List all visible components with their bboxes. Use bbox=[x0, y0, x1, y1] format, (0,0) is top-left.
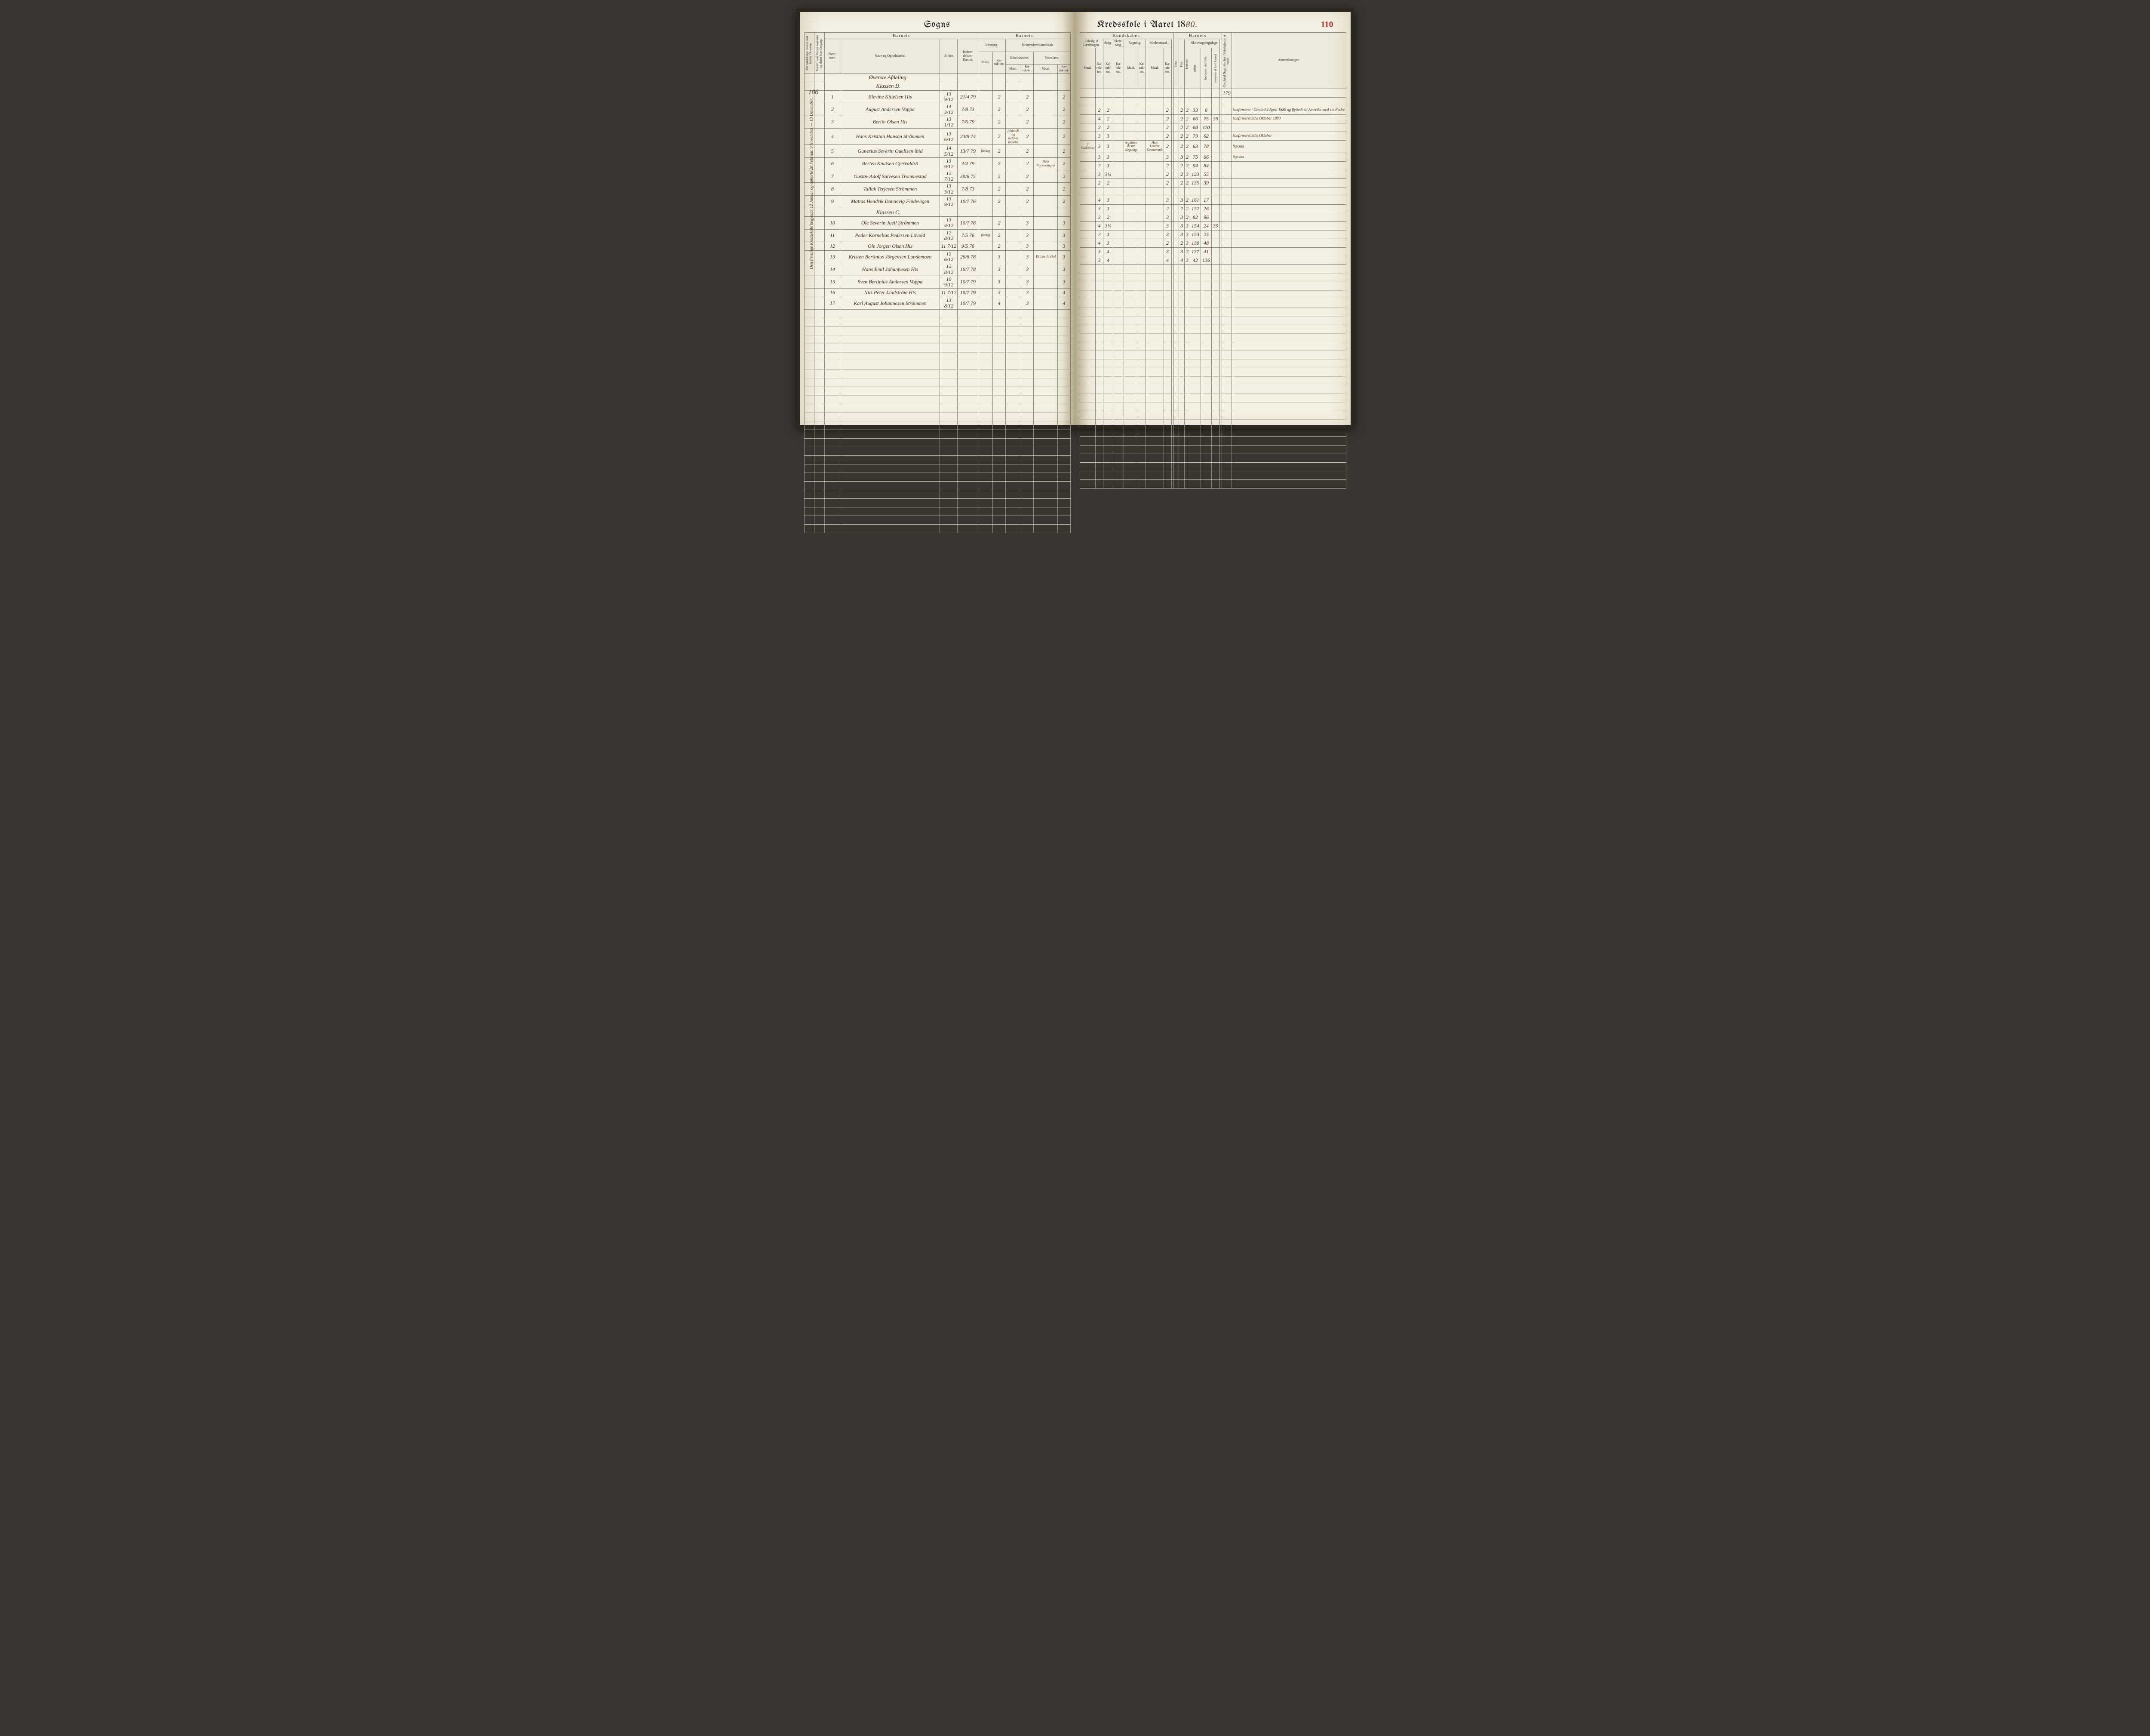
col-mod-kar: Ka-rak-ter. bbox=[1164, 48, 1171, 89]
ledger-table-left: Det Antal Dage, Skolen skal holdes i Kre… bbox=[804, 32, 1071, 533]
right-title-text: Kredsskole i Aaret 18 bbox=[1097, 20, 1186, 30]
col-indtr: Indtræ-delses-Datum. bbox=[958, 39, 978, 74]
margin-number: 186 bbox=[808, 89, 819, 96]
col-nummer: Num-mer. bbox=[825, 39, 840, 74]
col-modte: mödte. bbox=[1190, 48, 1201, 89]
col-skolesog: Skolesøgningsdage. bbox=[1190, 39, 1219, 48]
group-barnets-r: Barnets bbox=[1173, 33, 1222, 39]
col-laesning: Læsning. bbox=[978, 39, 1005, 52]
col-udvalg: Udvalg af Læsebogen. bbox=[1080, 39, 1103, 48]
col-antal-r: Det Antal Dage, Sko-len i Virkeligheden … bbox=[1222, 33, 1232, 89]
group-kundskaber: Kundskaber. bbox=[1080, 33, 1173, 39]
ledger-book: Sogns 186 Den frivillige Kredsskole begy… bbox=[796, 9, 1354, 428]
col-sang: Sang. bbox=[1103, 39, 1113, 48]
col-kristendom: Kristendomskundskab. bbox=[1005, 39, 1070, 52]
col-bibel: Bibelhistorie. bbox=[1005, 52, 1034, 65]
col-moders: Modersmaal. bbox=[1146, 39, 1171, 48]
col-troes-maal: Maal. bbox=[1034, 65, 1058, 74]
col-troes-kar: Ka-rak-ter. bbox=[1058, 65, 1070, 74]
col-skriv: Skriv-ning. bbox=[1113, 39, 1124, 48]
col-reg-kar: Ka-rak-ter. bbox=[1138, 48, 1146, 89]
right-title: Kredsskole i Aaret 1880. bbox=[1075, 20, 1351, 30]
col-fors1: forsömte i det Hele. bbox=[1201, 48, 1211, 89]
col-forhold: Forhold. bbox=[1185, 39, 1190, 89]
col-udv-maal: Maal. bbox=[1080, 48, 1096, 89]
year-suffix: 80. bbox=[1186, 20, 1198, 29]
col-bibel-maal: Maal. bbox=[1005, 65, 1021, 74]
col-regning: Regning. bbox=[1124, 39, 1146, 48]
right-page: 110 Kredsskole i Aaret 1880. Kundskaber.… bbox=[1075, 12, 1351, 425]
group-barnets2: Barnets bbox=[978, 33, 1070, 39]
col-udv-kar: Ka-rak-ter. bbox=[1096, 48, 1103, 89]
col-evne: Evne. bbox=[1173, 39, 1179, 89]
side-annotation: Den frivillige Kredsskole begyndte 12 Ja… bbox=[809, 98, 814, 269]
col-troes: Troeslære. bbox=[1034, 52, 1070, 65]
col-bibel-kar: Ka-rak-ter. bbox=[1021, 65, 1034, 74]
page-number: 110 bbox=[1321, 20, 1333, 30]
col-reg-maal: Maal. bbox=[1124, 48, 1138, 89]
col-laes-kar: Ka-rak-ter. bbox=[993, 52, 1005, 73]
col-anm: Anmærkninger. bbox=[1232, 33, 1346, 89]
col-mod-maal: Maal. bbox=[1146, 48, 1164, 89]
col-sang-kar: Ka-rak-ter. bbox=[1103, 48, 1113, 89]
col-antal-dage: Det Antal Dage, Skolen skal holdes i Kre… bbox=[804, 33, 814, 74]
col-skr-kar: Ka-rak-ter. bbox=[1113, 48, 1124, 89]
col-navn: Navn og Opholdssted. bbox=[840, 39, 940, 74]
group-barnets: Barnets bbox=[825, 33, 978, 39]
col-fors2: forsömte af lovl. Grund. bbox=[1212, 48, 1220, 89]
col-flid: Flid. bbox=[1179, 39, 1185, 89]
col-laes-maal: Maal. bbox=[978, 52, 993, 73]
ledger-table-right: Kundskaber. Barnets Det Antal Dage, Sko-… bbox=[1080, 32, 1346, 489]
left-title: Sogns bbox=[800, 20, 1075, 30]
col-datum: Datum, naar Skolen begynder og slutter h… bbox=[814, 33, 825, 74]
left-page: Sogns 186 Den frivillige Kredsskole begy… bbox=[800, 12, 1075, 425]
col-alder: Al-der. bbox=[940, 39, 958, 74]
